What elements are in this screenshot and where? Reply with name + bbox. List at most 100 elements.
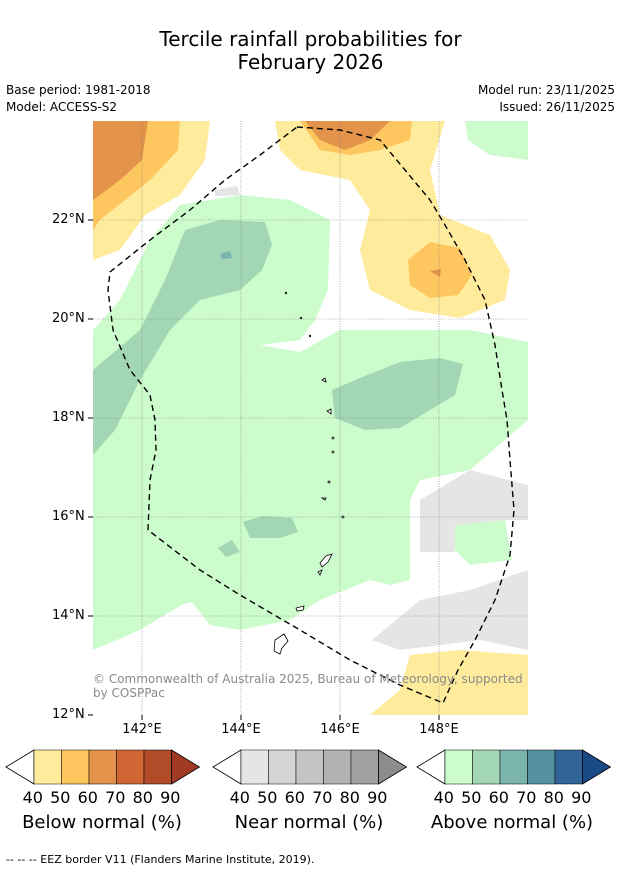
island-a <box>320 497 327 501</box>
colorbar-swatch <box>444 749 473 785</box>
island-rota <box>295 605 305 612</box>
tick: 50 <box>50 788 71 807</box>
lon-label-148e: 148°E <box>419 722 459 737</box>
axis-ticks <box>88 219 440 720</box>
lat-label-16n: 16°N <box>52 509 85 524</box>
colorbar-swatch <box>554 749 583 785</box>
lat-label-22n: 22°N <box>52 212 85 227</box>
tick: 90 <box>571 788 592 807</box>
lon-label-144e: 144°E <box>221 722 261 737</box>
above-normal-40-ne <box>465 121 528 160</box>
colorbar-above-label: Above normal (%) <box>430 812 594 833</box>
colorbar-extend-high <box>171 749 201 785</box>
graticule <box>93 121 528 715</box>
below-normal-60-spot <box>430 269 441 277</box>
meta-left: Base period: 1981-2018 Model: ACCESS-S2 <box>6 82 151 116</box>
above-normal-50-south <box>243 516 298 538</box>
colorbars <box>5 749 612 785</box>
island-j <box>284 291 288 295</box>
colorbar-swatch <box>88 749 117 785</box>
colorbar-extend-low <box>212 749 242 785</box>
below-normal-60-north <box>93 121 148 200</box>
island-f <box>327 480 331 484</box>
tick: 70 <box>312 788 333 807</box>
colorbar-swatch <box>240 749 269 785</box>
colorbar-swatch <box>499 749 528 785</box>
colorbar-swatch <box>143 749 172 785</box>
colorbar-near-ticks: 40 50 60 70 80 90 <box>226 788 391 807</box>
above-normal-50-east <box>332 358 463 430</box>
colorbar-swatch <box>116 749 145 785</box>
colorbar-swatch <box>61 749 90 785</box>
map-title: Tercile rainfall probabilities for Febru… <box>0 28 621 74</box>
tick: 60 <box>488 788 509 807</box>
near-normal-40-east <box>420 470 528 552</box>
tick: 50 <box>257 788 278 807</box>
title-line-1: Tercile rainfall probabilities for <box>159 27 462 51</box>
tick: 80 <box>132 788 153 807</box>
near-normal-40-south <box>372 570 528 650</box>
tick: 50 <box>461 788 482 807</box>
colorbar-swatch <box>350 749 379 785</box>
tick: 40 <box>22 788 43 807</box>
meta-right: Model run: 23/11/2025 Issued: 26/11/2025 <box>478 82 615 116</box>
colorbar-below-ticks: 40 50 60 70 80 90 <box>19 788 184 807</box>
colorbar-near-label: Near normal (%) <box>234 812 384 833</box>
tick: 60 <box>77 788 98 807</box>
colorbar-extend-low <box>5 749 35 785</box>
lat-label-20n: 20°N <box>52 311 85 326</box>
tick: 60 <box>284 788 305 807</box>
island-c <box>326 408 332 415</box>
model-run: Model run: 23/11/2025 <box>477 83 615 97</box>
below-normal-40-south <box>370 650 528 715</box>
colorbar-2 <box>416 749 612 785</box>
eez-border <box>107 126 515 704</box>
tick: 40 <box>433 788 454 807</box>
eez-footnote: -- -- -- EEZ border V11 (Flanders Marine… <box>6 853 315 866</box>
tick: 40 <box>229 788 250 807</box>
tick: 90 <box>367 788 388 807</box>
colorbar-swatch <box>472 749 501 785</box>
island-guam <box>273 633 289 655</box>
above-normal-40-east <box>455 520 512 565</box>
issued-date: Issued: 26/11/2025 <box>499 100 615 114</box>
tick: 90 <box>160 788 181 807</box>
island-g <box>341 515 345 519</box>
colorbar-swatch <box>268 749 297 785</box>
colorbar-swatch <box>33 749 62 785</box>
lon-label-146e: 146°E <box>320 722 360 737</box>
colorbar-extend-low <box>416 749 446 785</box>
islands <box>273 291 345 655</box>
tick: 70 <box>516 788 537 807</box>
colorbar-below-label: Below normal (%) <box>22 812 182 833</box>
tick: 80 <box>339 788 360 807</box>
above-normal-40-south <box>120 520 240 610</box>
model-name: Model: ACCESS-S2 <box>6 100 118 114</box>
lat-label-12n: 12°N <box>52 707 85 722</box>
above-normal-50-small <box>218 540 240 557</box>
near-normal-40-small <box>215 186 240 196</box>
island-saipan <box>319 553 333 568</box>
island-b <box>321 377 327 383</box>
above-normal-60-spot <box>220 251 232 259</box>
island-i <box>308 334 312 338</box>
below-normal-60-central <box>305 121 390 150</box>
above-normal-50-region <box>93 220 272 455</box>
colorbar-swatch <box>323 749 352 785</box>
lat-label-14n: 14°N <box>52 608 85 623</box>
island-e <box>331 450 335 454</box>
copyright-notice: © Commonwealth of Australia 2025, Bureau… <box>93 672 523 700</box>
island-h <box>299 316 303 320</box>
colorbar-1 <box>212 749 408 785</box>
colorbar-extend-high <box>582 749 612 785</box>
island-tinian <box>317 569 323 576</box>
tick: 70 <box>105 788 126 807</box>
base-period: Base period: 1981-2018 <box>6 83 151 97</box>
lon-label-142e: 142°E <box>122 722 162 737</box>
colorbar-extend-high <box>378 749 408 785</box>
island-d <box>331 436 335 440</box>
lat-label-18n: 18°N <box>52 410 85 425</box>
colorbar-above-ticks: 40 50 60 70 80 90 <box>430 788 595 807</box>
title-line-2: February 2026 <box>237 50 384 74</box>
